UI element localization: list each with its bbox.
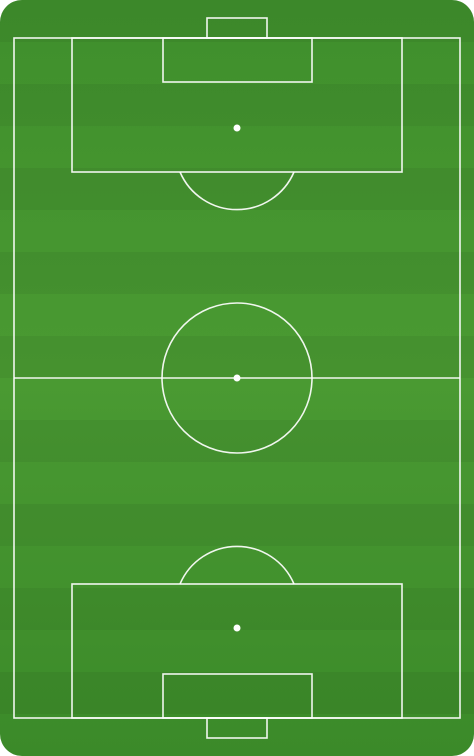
center-spot <box>233 374 241 382</box>
penalty-spot-bottom <box>233 624 241 632</box>
penalty-arc-bottom <box>179 545 295 585</box>
penalty-arc-top <box>179 171 295 211</box>
goal-top <box>206 17 268 39</box>
goal-bottom <box>206 717 268 739</box>
pitch-lines <box>13 17 461 739</box>
penalty-spot-top <box>233 124 241 132</box>
center-circle <box>161 302 313 454</box>
